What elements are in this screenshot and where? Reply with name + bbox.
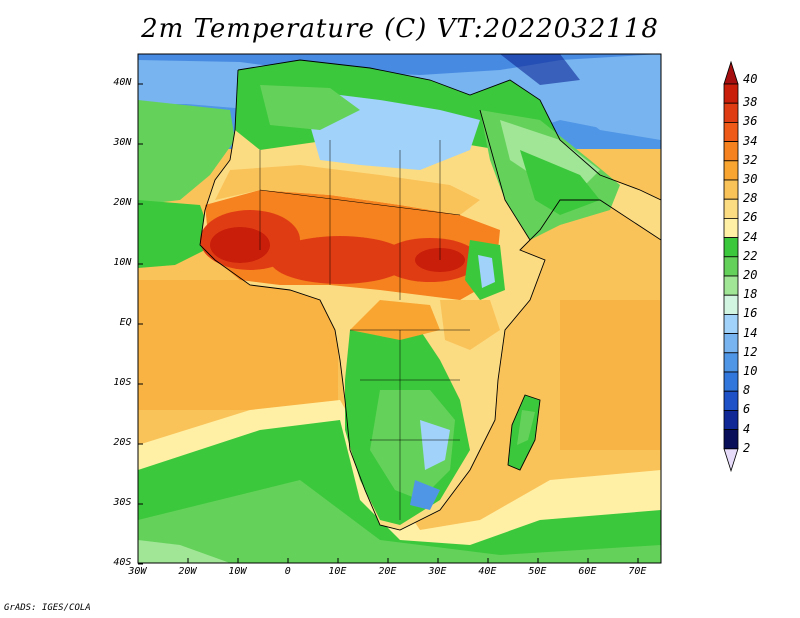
colorbar-label: 18 [743,287,758,302]
y-tick-label: 20N [113,197,132,208]
y-tick-label: 10S [113,377,132,388]
colorbar-swatch [723,217,739,238]
colorbar-swatch [723,294,739,315]
colorbar-swatch [723,256,739,277]
colorbar [723,60,739,473]
colorbar-label: 30 [743,172,758,186]
colorbar-swatch [723,122,739,143]
x-tick-label: 50E [528,566,547,577]
colorbar-label: 14 [743,325,758,340]
colorbar-label: 10 [743,364,758,378]
x-tick-label: 40E [478,566,497,577]
axis-ticks [137,83,639,565]
colorbar-swatch [723,390,739,411]
colorbar-swatch [723,198,739,219]
colorbar-swatch [723,83,739,104]
colorbar-label: 40 [743,72,758,86]
y-tick-label: 30S [113,497,132,508]
x-tick-label: 20E [378,566,397,577]
colorbar-label: 38 [743,95,758,110]
colorbar-label: 22 [743,248,758,263]
colorbar-swatch [723,237,739,258]
x-tick-label: 20W [178,566,197,577]
country-borders [259,140,470,520]
colorbar-swatch [723,275,739,296]
colorbar-label: 2 [743,440,751,455]
colorbar-overflow-triangle [723,60,739,85]
y-tick-label: 30N [113,137,132,148]
colorbar-swatch [723,141,739,162]
colorbar-swatch [723,102,739,123]
colorbar-label: 32 [743,152,758,167]
colorbar-label: 34 [743,133,758,148]
colorbar-swatch [723,352,739,373]
y-tick-label: 40S [113,557,132,568]
x-tick-label: 60E [578,566,597,577]
y-tick-label: 20S [113,437,132,448]
colorbar-label: 8 [743,383,751,398]
colorbar-label: 24 [743,229,758,244]
x-tick-label: 0 [284,566,291,577]
y-tick-label: 10N [113,257,132,268]
colorbar-swatch [723,333,739,354]
colorbar-swatch [723,179,739,200]
y-tick-label: EQ [119,317,132,328]
colorbar-label: 16 [743,306,758,321]
colorbar-swatch [723,371,739,392]
colorbar-swatch [723,160,739,181]
x-tick-label: 10E [328,566,347,577]
colorbar-label: 26 [743,210,758,225]
credit-text: GrADS: IGES/COLA [4,603,91,613]
colorbar-label: 4 [743,421,751,436]
map-frame [137,53,662,564]
colorbar-label: 28 [743,191,758,206]
x-tick-label: 30E [428,566,447,577]
x-tick-label: 70E [628,566,647,577]
colorbar-underflow-triangle [723,448,739,473]
colorbar-swatch [723,429,739,450]
x-tick-label: 30W [128,566,147,577]
map-field [138,54,661,563]
colorbar-label: 6 [743,402,751,417]
colorbar-swatch [723,409,739,430]
coastline [199,59,661,531]
colorbar-label: 12 [743,344,758,359]
colorbar-label: 36 [743,114,758,129]
map-title: 2m Temperature (C) VT:2022032118 [141,14,659,44]
y-tick-label: 40N [113,77,132,88]
colorbar-swatch [723,313,739,334]
x-tick-label: 10W [228,566,247,577]
colorbar-label: 20 [743,268,758,282]
